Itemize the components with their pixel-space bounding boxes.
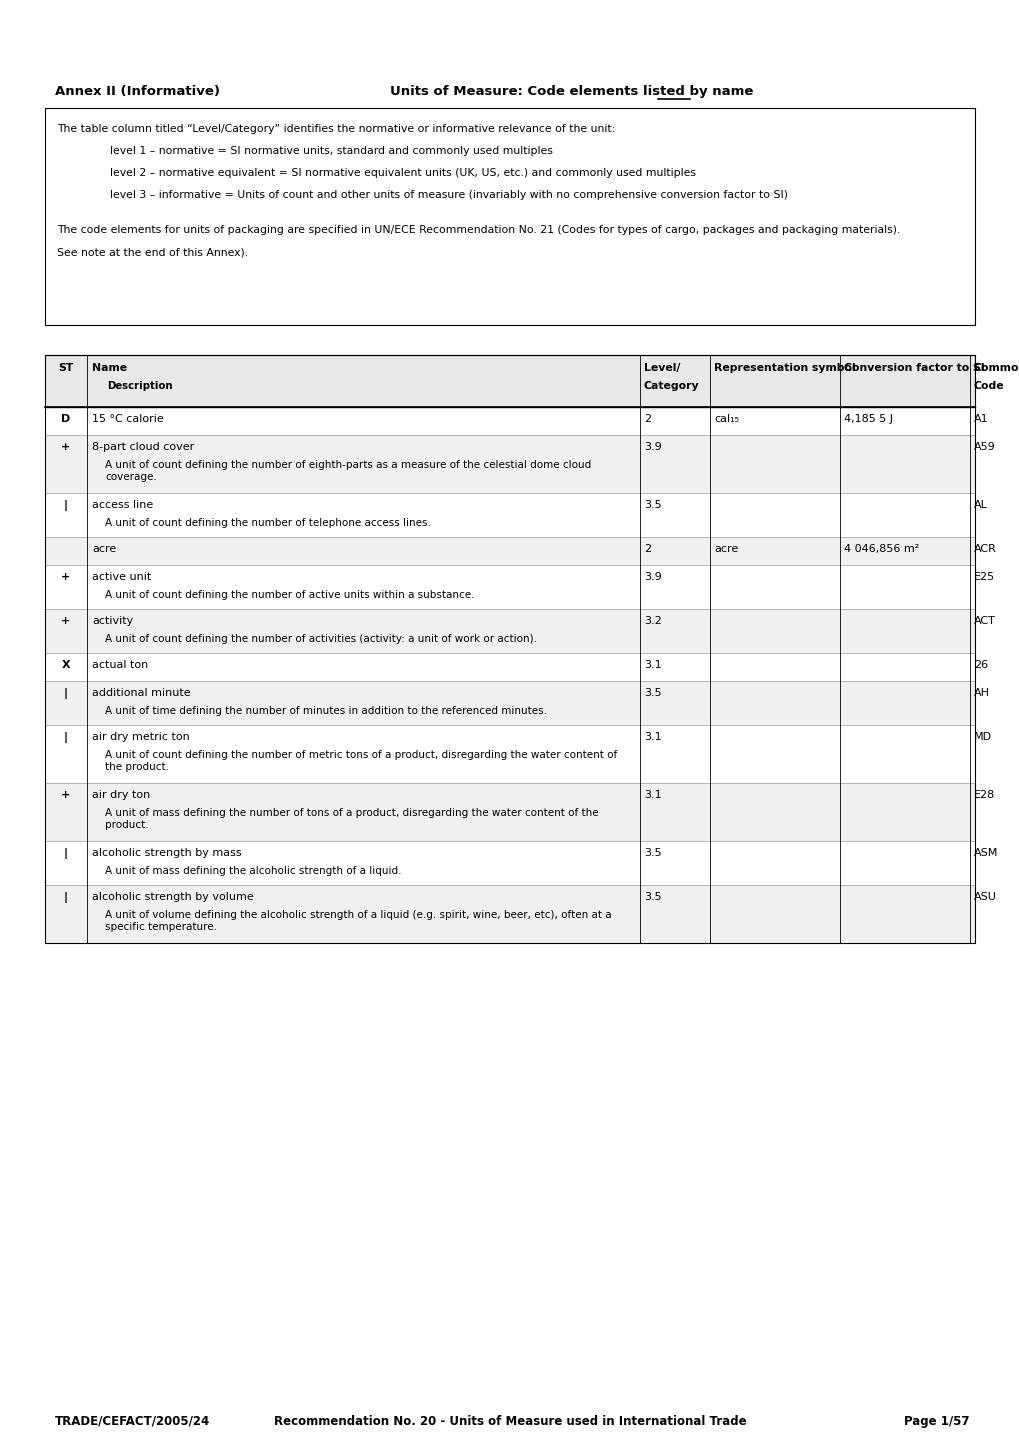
Text: E28: E28 bbox=[973, 789, 995, 799]
Text: 2: 2 bbox=[643, 544, 650, 554]
Text: 3.5: 3.5 bbox=[643, 848, 661, 859]
Text: Name: Name bbox=[92, 364, 127, 372]
Text: Code: Code bbox=[973, 381, 1004, 391]
Text: 4 046,856 m²: 4 046,856 m² bbox=[843, 544, 918, 554]
Text: 26: 26 bbox=[973, 659, 987, 670]
Text: A59: A59 bbox=[973, 442, 995, 452]
Text: A unit of count defining the number of metric tons of a product, disregarding th: A unit of count defining the number of m… bbox=[105, 750, 616, 772]
Text: acre: acre bbox=[713, 544, 738, 554]
Bar bbox=[45, 784, 974, 841]
Text: 3.2: 3.2 bbox=[643, 616, 661, 626]
Text: AH: AH bbox=[973, 688, 989, 698]
Text: alcoholic strength by mass: alcoholic strength by mass bbox=[92, 848, 242, 859]
Text: acre: acre bbox=[92, 544, 116, 554]
Text: active unit: active unit bbox=[92, 571, 151, 582]
Text: 15 °C calorie: 15 °C calorie bbox=[92, 414, 164, 424]
Text: A unit of time defining the number of minutes in addition to the referenced minu: A unit of time defining the number of mi… bbox=[105, 706, 546, 716]
Text: ACR: ACR bbox=[973, 544, 996, 554]
Text: actual ton: actual ton bbox=[92, 659, 148, 670]
Text: A unit of count defining the number of activities (activity: a unit of work or a: A unit of count defining the number of a… bbox=[105, 633, 536, 644]
Text: cal₁₅: cal₁₅ bbox=[713, 414, 739, 424]
Text: Conversion factor to SI: Conversion factor to SI bbox=[843, 364, 983, 372]
Bar bbox=[45, 434, 974, 494]
Text: ACT: ACT bbox=[973, 616, 995, 626]
Text: 2: 2 bbox=[643, 414, 650, 424]
Text: Annex II (Informative): Annex II (Informative) bbox=[55, 85, 220, 98]
Bar bbox=[45, 537, 974, 566]
Text: Description: Description bbox=[107, 381, 172, 391]
Text: TRADE/CEFACT/2005/24: TRADE/CEFACT/2005/24 bbox=[55, 1416, 210, 1429]
Text: 3.1: 3.1 bbox=[643, 732, 661, 742]
Text: A unit of count defining the number of active units within a substance.: A unit of count defining the number of a… bbox=[105, 590, 474, 600]
Text: Page 1/57: Page 1/57 bbox=[904, 1416, 969, 1429]
Text: A1: A1 bbox=[973, 414, 987, 424]
Text: ST: ST bbox=[58, 364, 73, 372]
Text: |: | bbox=[64, 688, 68, 698]
Text: A unit of mass defining the number of tons of a product, disregarding the water : A unit of mass defining the number of to… bbox=[105, 808, 598, 830]
Text: 3.9: 3.9 bbox=[643, 571, 661, 582]
Text: alcoholic strength by volume: alcoholic strength by volume bbox=[92, 892, 254, 902]
Text: +: + bbox=[61, 789, 70, 799]
Bar bbox=[45, 681, 974, 724]
Text: 3.9: 3.9 bbox=[643, 442, 661, 452]
Text: MD: MD bbox=[973, 732, 991, 742]
Text: +: + bbox=[61, 442, 70, 452]
Text: Level/: Level/ bbox=[643, 364, 680, 372]
Text: See note at the end of this Annex).: See note at the end of this Annex). bbox=[57, 247, 248, 257]
Text: additional minute: additional minute bbox=[92, 688, 191, 698]
Bar bbox=[45, 355, 974, 942]
Text: Common: Common bbox=[973, 364, 1019, 372]
Text: air dry metric ton: air dry metric ton bbox=[92, 732, 190, 742]
Text: level 3 – informative = Units of count and other units of measure (invariably wi: level 3 – informative = Units of count a… bbox=[110, 190, 788, 201]
Text: ASU: ASU bbox=[973, 892, 996, 902]
Bar bbox=[45, 885, 974, 942]
Text: E25: E25 bbox=[973, 571, 995, 582]
Text: The code elements for units of packaging are specified in UN/ECE Recommendation : The code elements for units of packaging… bbox=[57, 225, 900, 235]
Text: 3.1: 3.1 bbox=[643, 659, 661, 670]
Text: 3.5: 3.5 bbox=[643, 501, 661, 509]
Text: X: X bbox=[61, 659, 70, 670]
Bar bbox=[45, 355, 974, 407]
Text: Category: Category bbox=[643, 381, 699, 391]
Text: |: | bbox=[64, 501, 68, 511]
Text: Representation symbol: Representation symbol bbox=[713, 364, 855, 372]
Text: access line: access line bbox=[92, 501, 153, 509]
Text: |: | bbox=[64, 848, 68, 859]
Text: A unit of count defining the number of eighth-parts as a measure of the celestia: A unit of count defining the number of e… bbox=[105, 460, 591, 482]
Text: D: D bbox=[61, 414, 70, 424]
Text: level 1 – normative = SI normative units, standard and commonly used multiples: level 1 – normative = SI normative units… bbox=[110, 146, 552, 156]
Text: AL: AL bbox=[973, 501, 987, 509]
Text: A unit of volume defining the alcoholic strength of a liquid (e.g. spirit, wine,: A unit of volume defining the alcoholic … bbox=[105, 911, 611, 932]
Text: 8-part cloud cover: 8-part cloud cover bbox=[92, 442, 194, 452]
Text: ASM: ASM bbox=[973, 848, 998, 859]
Text: +: + bbox=[61, 571, 70, 582]
Text: A unit of mass defining the alcoholic strength of a liquid.: A unit of mass defining the alcoholic st… bbox=[105, 866, 401, 876]
Text: A unit of count defining the number of telephone access lines.: A unit of count defining the number of t… bbox=[105, 518, 430, 528]
Text: 4,185 5 J: 4,185 5 J bbox=[843, 414, 892, 424]
Text: Recommendation No. 20 - Units of Measure used in International Trade: Recommendation No. 20 - Units of Measure… bbox=[273, 1416, 746, 1429]
Text: 3.1: 3.1 bbox=[643, 789, 661, 799]
Text: 3.5: 3.5 bbox=[643, 688, 661, 698]
Text: level 2 – normative equivalent = SI normative equivalent units (UK, US, etc.) an: level 2 – normative equivalent = SI norm… bbox=[110, 167, 695, 177]
Text: |: | bbox=[64, 732, 68, 743]
Text: +: + bbox=[61, 616, 70, 626]
Text: 3.5: 3.5 bbox=[643, 892, 661, 902]
Text: |: | bbox=[64, 892, 68, 903]
Text: The table column titled “Level/Category” identifies the normative or informative: The table column titled “Level/Category”… bbox=[57, 124, 614, 134]
Text: activity: activity bbox=[92, 616, 133, 626]
Text: air dry ton: air dry ton bbox=[92, 789, 150, 799]
Bar bbox=[45, 108, 974, 325]
Bar bbox=[45, 609, 974, 654]
Text: Units of Measure: Code elements listed by name: Units of Measure: Code elements listed b… bbox=[389, 85, 753, 98]
